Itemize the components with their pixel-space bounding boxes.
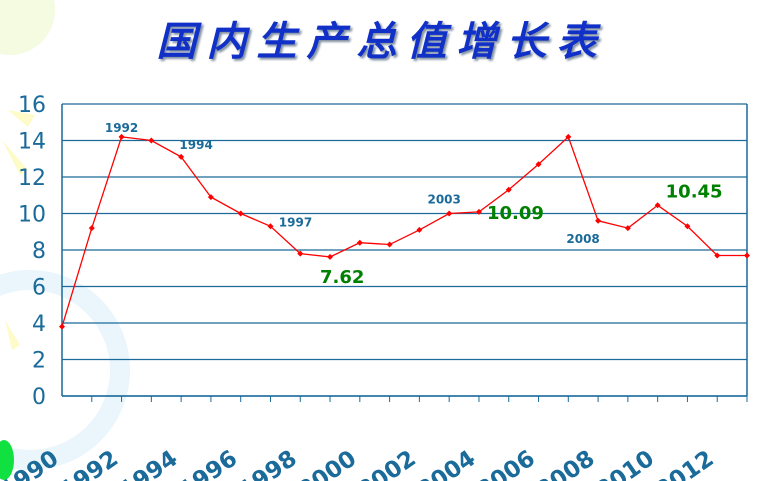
x-tick-label: 1990 [0,446,63,481]
data-point [684,223,691,230]
x-tick-label: 2006 [473,446,540,481]
year-annotation: 2008 [566,232,599,246]
data-point [416,226,423,233]
value-annotation: 10.45 [666,181,723,202]
data-point [178,153,185,160]
data-point [624,225,631,232]
year-annotation: 1997 [279,215,312,229]
y-tick-label: 2 [32,349,46,374]
year-annotation: 1992 [105,121,138,135]
data-point [505,186,512,193]
x-tick-label: 1994 [115,446,182,481]
data-point [297,250,304,257]
series-line [61,135,747,327]
x-tick-label: 2002 [353,446,420,481]
x-tick-label: 1996 [175,446,242,481]
y-tick-label: 10 [18,203,46,228]
year-annotation: 1994 [179,138,212,152]
decor-triangle [2,140,28,175]
data-point [744,252,750,259]
data-point [446,210,453,217]
data-point [535,161,542,168]
decor-circle [0,0,55,55]
data-point [237,210,244,217]
x-tick-label: 2010 [592,446,659,481]
data-point [207,194,214,201]
value-annotation: 7.62 [320,267,364,288]
x-tick-label: 1998 [234,446,301,481]
data-point [565,133,572,140]
data-point [356,239,363,246]
y-tick-label: 12 [18,166,46,191]
data-point [386,241,393,248]
decor-triangle [8,110,35,127]
x-tick-label: 2008 [532,446,599,481]
y-tick-label: 8 [32,239,46,264]
decor-triangle [5,320,20,350]
data-point [654,202,661,209]
x-tick-label: 2000 [294,446,361,481]
y-tick-label: 14 [18,130,46,155]
year-annotation: 2003 [427,193,460,207]
data-point [714,252,721,259]
data-point [267,223,274,230]
value-annotation: 10.09 [487,203,544,224]
data-point [327,253,334,260]
data-point [88,225,95,232]
data-point [148,137,155,144]
x-tick-label: 2012 [651,446,718,481]
data-point [595,217,602,224]
decor-arc [0,270,130,470]
decor-green-shape [0,440,14,480]
y-tick-label: 0 [32,385,46,410]
data-point [59,323,65,330]
y-tick-label: 16 [18,93,46,118]
data-point [475,208,482,215]
y-tick-label: 6 [32,276,46,301]
chart-title: 国内生产总值增长表 [156,18,607,65]
y-tick-label: 4 [32,312,46,337]
data-point [118,133,125,140]
x-tick-label: 2004 [413,446,480,481]
x-tick-label: 1992 [56,446,123,481]
